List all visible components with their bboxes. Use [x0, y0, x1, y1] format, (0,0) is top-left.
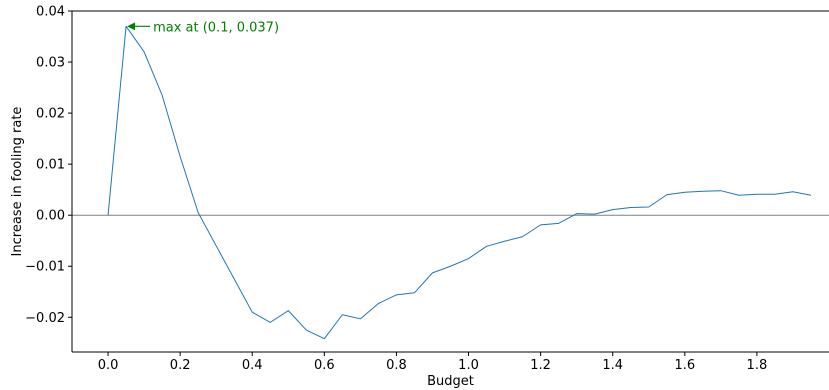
x-tick-label: 0.4: [242, 358, 263, 373]
y-tick-label: −0.01: [25, 260, 65, 275]
y-tick-label: 0.03: [36, 56, 65, 71]
x-tick-label: 1.0: [458, 358, 479, 373]
annotation-label: max at (0.1, 0.037): [153, 20, 279, 35]
y-tick-label: −0.02: [25, 311, 65, 326]
y-ticks: 0.04 0.03 0.02 0.01 0.00 −0.01 −0.02: [25, 5, 72, 326]
annotation-arrowhead: [127, 22, 136, 31]
axes: [71, 10, 829, 353]
y-tick-label: 0.04: [36, 5, 65, 20]
x-tick-label: 1.8: [747, 358, 768, 373]
y-tick-label: 0.02: [36, 107, 65, 122]
x-tick-label: 0.6: [314, 358, 335, 373]
y-tick-label: 0.00: [36, 209, 65, 224]
y-tick-label: 0.01: [36, 158, 65, 173]
x-tick-label: 0.2: [170, 358, 191, 373]
x-tick-label: 0.0: [98, 358, 119, 373]
y-axis-label: Increase in fooling rate: [10, 107, 25, 257]
x-tick-label: 1.6: [674, 358, 695, 373]
x-tick-label: 1.4: [602, 358, 623, 373]
x-axis-label: Budget: [427, 374, 474, 389]
plot-area: max at (0.1, 0.037): [72, 20, 829, 340]
x-tick-label: 1.2: [530, 358, 551, 373]
x-tick-label: 0.8: [386, 358, 407, 373]
x-ticks: 0.0 0.2 0.4 0.6 0.8 1.0 1.2 1.4 1.6 1.8: [98, 352, 768, 373]
series-line: [107, 25, 812, 340]
